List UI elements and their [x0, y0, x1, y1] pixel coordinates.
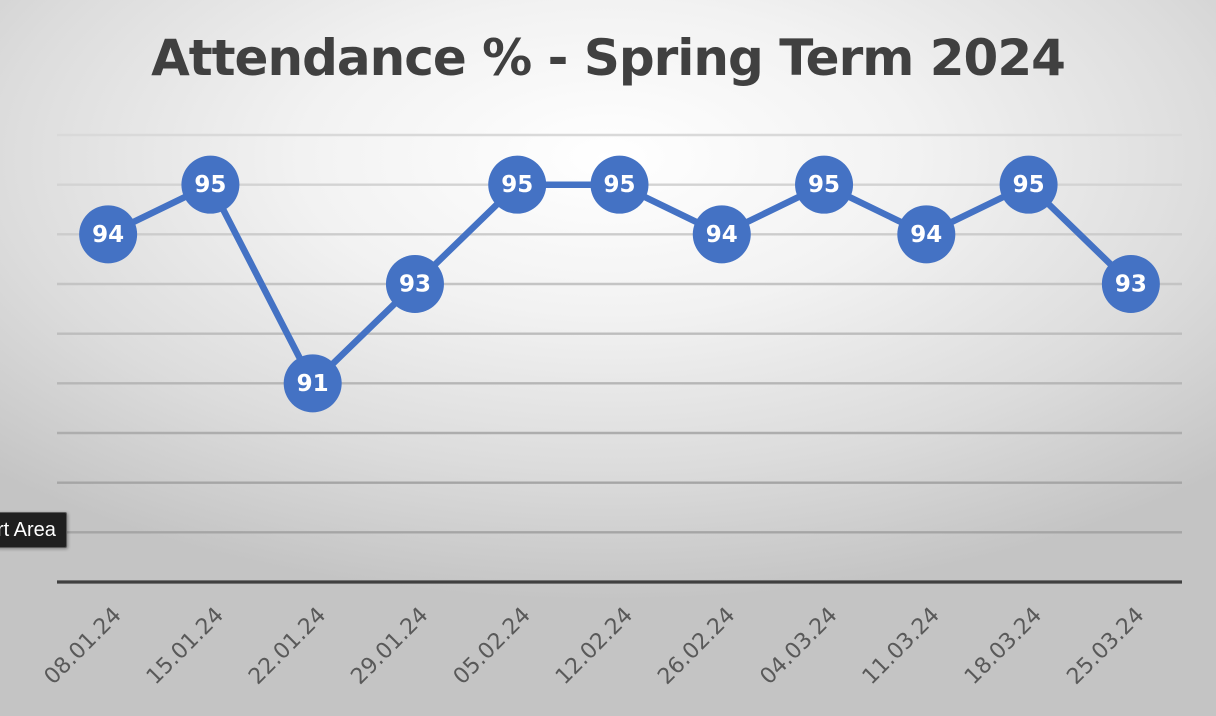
- x-tick-label: 04.03.24: [756, 603, 843, 690]
- data-point-marker: [181, 155, 240, 214]
- data-point-marker: [795, 155, 854, 214]
- data-point-marker: [79, 205, 138, 264]
- data-label: 95: [194, 172, 226, 198]
- x-tick-label: 15.01.24: [142, 603, 229, 690]
- data-label: 95: [1013, 172, 1045, 198]
- data-label: 95: [501, 172, 533, 198]
- data-label: 93: [1115, 272, 1147, 298]
- x-tick-label: 11.03.24: [858, 603, 945, 690]
- data-label: 94: [706, 222, 738, 248]
- x-tick-label: 08.01.24: [40, 603, 127, 690]
- data-markers: 94 95 91 93 95 95 94 95 94 95 93: [79, 155, 1160, 413]
- chart-area-tooltip: rt Area: [0, 512, 67, 548]
- x-tick-label: 05.02.24: [449, 603, 536, 690]
- data-point-marker: [1101, 255, 1160, 313]
- data-label: 95: [808, 172, 840, 198]
- x-axis: 08.01.24 15.01.24 22.01.24 29.01.24 05.02.24…: [40, 580, 1182, 690]
- x-tick-label: 29.01.24: [346, 603, 433, 690]
- data-point-marker: [385, 255, 444, 313]
- data-point-marker: [897, 205, 956, 264]
- x-tick-label: 22.01.24: [244, 603, 331, 690]
- data-point-marker: [692, 205, 751, 264]
- data-label: 93: [399, 272, 431, 298]
- data-label: 95: [603, 172, 635, 198]
- data-label: 91: [297, 371, 329, 397]
- data-point-marker: [488, 155, 547, 214]
- data-point-marker: [999, 155, 1058, 214]
- chart-title: Attendance % - Spring Term 2024: [151, 29, 1065, 87]
- x-tick-label: 26.02.24: [653, 603, 740, 690]
- data-label: 94: [92, 222, 124, 248]
- gridlines: [57, 133, 1182, 534]
- x-tick-label: 18.03.24: [960, 603, 1047, 690]
- data-point-marker: [283, 354, 342, 413]
- data-label: 94: [910, 222, 942, 248]
- x-tick-label: 12.02.24: [551, 603, 638, 690]
- data-point-marker: [590, 155, 649, 214]
- x-tick-label: 25.03.24: [1062, 603, 1149, 690]
